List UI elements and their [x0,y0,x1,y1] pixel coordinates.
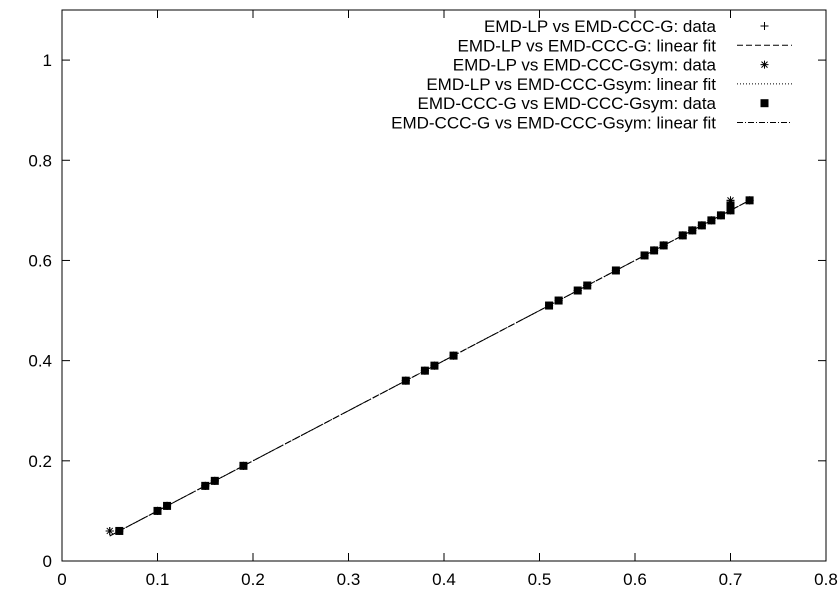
data-point [239,461,248,470]
series-6 [109,199,750,537]
x-tick-label: 0.3 [337,570,361,589]
x-tick-label: 0.8 [814,570,838,589]
data-point [105,526,114,535]
data-point [745,196,754,205]
legend-entry: EMD-LP vs EMD-CCC-Gsym: linear fit [426,75,792,94]
y-tick-label: 0 [43,552,52,571]
data-point [611,266,620,275]
x-tick-label: 0.4 [432,570,456,589]
legend-label: EMD-LP vs EMD-CCC-G: linear fit [458,36,717,55]
legend-marker [760,60,769,69]
x-tick-label: 0 [57,570,66,589]
axes: 0 0.1 0.2 0.3 0.4 0.5 0.6 0.7 0.8 0 0.2 0.4 0.6 0.8 1 [28,9,838,589]
data-point [115,526,124,535]
y-tick-label: 0.4 [28,352,52,371]
fit-line [109,199,750,537]
legend-marker [760,22,769,30]
legend-entry: EMD-LP vs EMD-CCC-G: linear fit [458,36,792,55]
legend-label: EMD-CCC-G vs EMD-CCC-Gsym: linear fit [391,114,716,133]
x-tick-label: 0.6 [623,570,647,589]
plot-series [105,196,754,537]
x-tick-label: 0.7 [719,570,743,589]
y-tick-label: 0.8 [28,151,52,170]
legend-entry: EMD-LP vs EMD-CCC-G: data [484,17,769,36]
legend-marker [760,99,769,108]
y-tick-label: 0.2 [28,452,52,471]
data-point [163,501,172,510]
x-tick-label: 0.1 [146,570,170,589]
legend-label: EMD-CCC-G vs EMD-CCC-Gsym: data [418,94,717,113]
y-tick-label: 1 [43,51,52,70]
legend-entry: EMD-LP vs EMD-CCC-Gsym: data [453,56,769,75]
data-point [678,231,687,240]
legend-label: EMD-LP vs EMD-CCC-Gsym: linear fit [426,75,716,94]
data-point [640,251,649,260]
data-point [659,241,668,250]
y-tick-label: 0.6 [28,251,52,270]
data-point [726,201,735,210]
x-tick-label: 0.2 [241,570,265,589]
data-point [726,196,735,205]
legend-label: EMD-LP vs EMD-CCC-Gsym: data [453,56,717,75]
data-point [650,246,659,255]
legend-entry: EMD-CCC-G vs EMD-CCC-Gsym: data [418,94,769,113]
data-point [153,506,162,515]
legend-label: EMD-LP vs EMD-CCC-G: data [484,17,717,36]
legend-entry: EMD-CCC-G vs EMD-CCC-Gsym: linear fit [391,114,792,133]
data-point [726,206,735,215]
x-tick-label: 0.5 [528,570,552,589]
